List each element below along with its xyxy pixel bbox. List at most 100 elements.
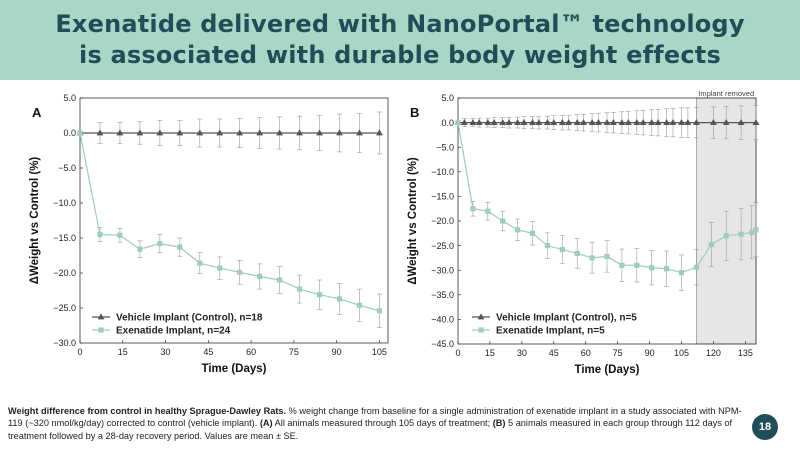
data-point (609, 119, 617, 125)
x-tick-label: 105 (674, 348, 689, 358)
y-tick-label: −20.0 (53, 268, 76, 278)
data-point (604, 253, 610, 260)
data-point (574, 250, 580, 257)
x-tick-label: 30 (517, 348, 527, 358)
x-tick-label: 105 (372, 347, 387, 357)
data-point (485, 208, 491, 214)
data-point (515, 227, 521, 233)
data-point (376, 129, 383, 136)
data-point (558, 119, 566, 125)
y-tick-label: −45.0 (431, 339, 454, 349)
chart-panel-b: Implant removed 5.0 0.0 −5.0 −10.0 −15.0 −20.0… (407, 89, 760, 376)
page-number-badge: 18 (752, 414, 778, 440)
series-exenatide (77, 130, 383, 328)
implant-removed-label: Implant removed (698, 89, 754, 98)
y-tick-label: −10.0 (53, 198, 76, 208)
caption-text-1: % weight change from baseline for a sing… (8, 406, 742, 429)
data-point (580, 119, 587, 125)
data-point (619, 262, 625, 268)
data-point (752, 119, 760, 125)
data-point (77, 130, 83, 136)
data-point (595, 119, 602, 125)
plot-frame (79, 97, 389, 344)
x-tick-label: 75 (289, 347, 299, 357)
data-point (669, 119, 677, 125)
panel-label: A (32, 105, 42, 120)
caption-text-2: All animals measured through 105 days of… (272, 418, 493, 429)
data-point (176, 129, 184, 136)
data-point (475, 119, 483, 125)
data-point (469, 119, 477, 125)
data-point (753, 227, 759, 233)
data-point (722, 119, 730, 125)
y-tick-label: −30.0 (53, 338, 76, 348)
figure-caption: Weight difference from control in health… (8, 405, 743, 442)
y-tick-label: −15.0 (431, 192, 454, 202)
caption-label-b: (B) (492, 418, 506, 429)
data-point (603, 119, 611, 125)
data-point (316, 129, 323, 136)
data-point (490, 119, 498, 125)
data-point (499, 119, 507, 125)
y-tick-label: 0.0 (441, 118, 454, 128)
panel-label: B (410, 105, 419, 120)
legend-label: Exenatide Implant, n=5 (496, 326, 605, 337)
x-tick-label: 120 (706, 348, 721, 358)
x-tick-label: 15 (118, 347, 128, 357)
x-tick-label: 45 (203, 347, 213, 357)
data-point (316, 292, 323, 298)
legend-label: Vehicle Implant (Control), n=5 (496, 313, 637, 324)
y-axis-label: ΔWeight vs Control (%) (407, 157, 419, 285)
data-point (710, 119, 717, 125)
data-point (136, 129, 144, 136)
y-tick-label: −30.0 (431, 265, 454, 275)
data-point (664, 266, 670, 272)
data-point (573, 119, 581, 125)
data-point (336, 129, 343, 136)
caption-text-3: 5 animals measured in each group through… (8, 418, 733, 441)
data-point (505, 119, 513, 125)
data-point (693, 264, 699, 270)
data-point (296, 286, 303, 292)
data-point (639, 119, 647, 125)
legend-label: Vehicle Implant (Control), n=18 (116, 313, 263, 324)
data-point (693, 119, 700, 125)
data-point (678, 270, 685, 276)
series-line (79, 132, 380, 312)
data-point (277, 277, 283, 283)
data-point (544, 119, 551, 125)
data-point (550, 119, 558, 125)
data-point (654, 119, 662, 125)
caption-lead: Weight difference from control in health… (8, 406, 287, 416)
data-point (624, 119, 632, 125)
y-tick-label: −25.0 (431, 241, 454, 251)
data-point (737, 119, 745, 125)
data-point (356, 302, 363, 308)
data-point (559, 246, 565, 253)
legend-marker (97, 313, 105, 320)
data-point (649, 265, 655, 271)
data-point (618, 119, 626, 125)
y-tick-label: −40.0 (431, 315, 454, 325)
data-point (634, 262, 640, 268)
data-point (197, 260, 203, 266)
data-point (216, 129, 224, 136)
data-point (177, 244, 183, 250)
data-point (296, 129, 303, 136)
data-point (117, 232, 123, 238)
data-point (97, 231, 103, 238)
data-point (738, 231, 744, 237)
data-point (529, 119, 536, 125)
caption-label-a: (A) (259, 418, 273, 429)
data-point (678, 119, 685, 125)
data-point (236, 129, 244, 136)
data-point (749, 229, 755, 235)
data-point (336, 296, 343, 302)
data-point (217, 265, 223, 271)
data-point (157, 241, 163, 247)
data-point (723, 233, 729, 239)
data-point (633, 119, 641, 125)
data-point (196, 129, 204, 136)
data-point (663, 119, 670, 125)
x-axis-label: Time (Days) (575, 364, 640, 376)
